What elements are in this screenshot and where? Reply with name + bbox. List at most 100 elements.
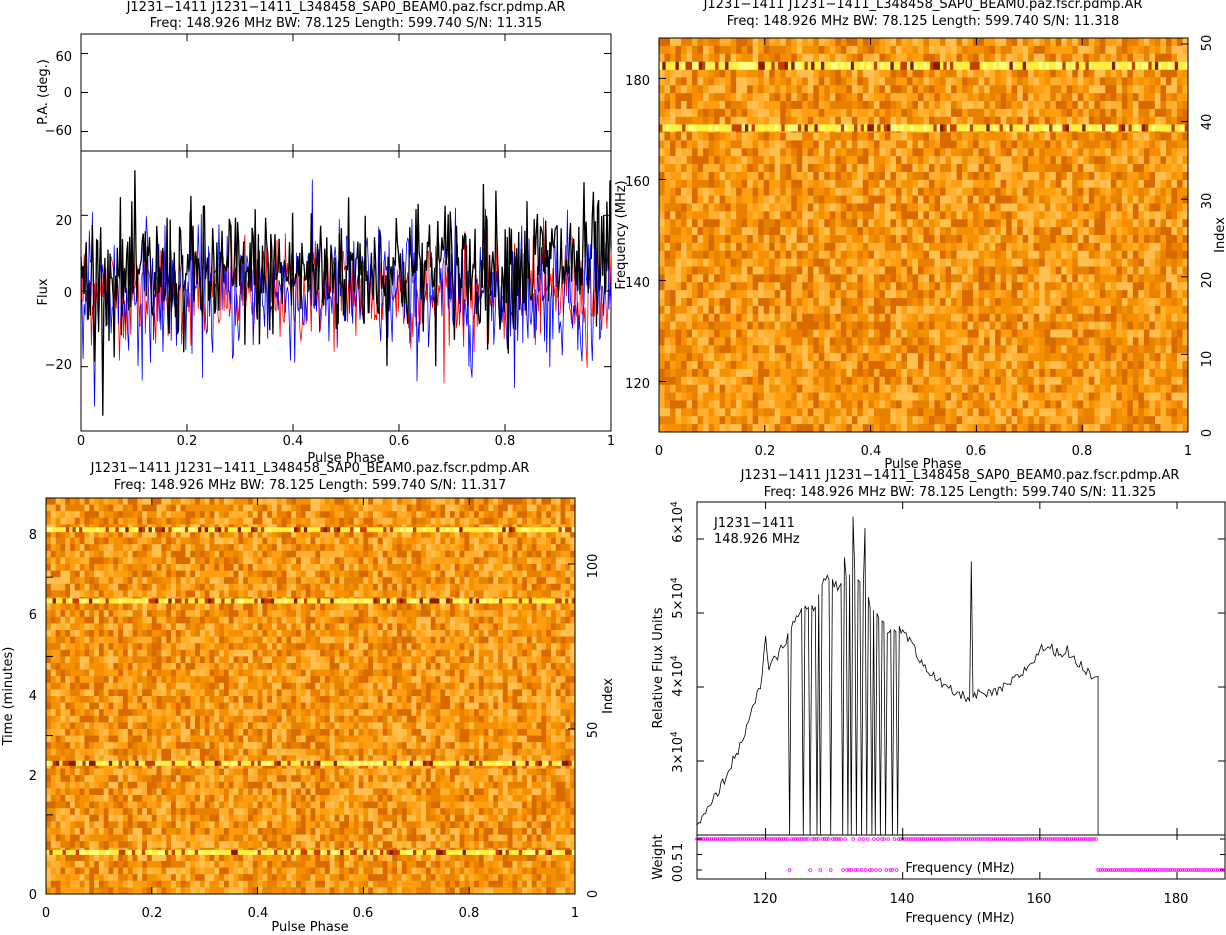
heatmap-cell [835, 101, 842, 110]
heatmap-cell [1149, 101, 1156, 110]
heatmap-cell [934, 38, 941, 47]
heatmap-cell [725, 140, 732, 149]
heatmap-cell [1050, 416, 1057, 425]
heatmap-cell [703, 258, 709, 267]
heatmap-cell [1110, 235, 1117, 244]
heatmap-cell [956, 290, 963, 299]
heatmap-cell [747, 195, 754, 204]
heatmap-cell [686, 108, 693, 118]
heatmap-cell [741, 376, 748, 386]
heatmap-cell [989, 258, 996, 267]
heatmap-cell [741, 53, 748, 63]
heatmap-cell [851, 282, 858, 291]
heatmap-cell [1028, 416, 1035, 425]
heatmap-cell [1094, 132, 1101, 141]
heatmap-cell [1088, 424, 1095, 433]
heatmap-cell [829, 274, 836, 283]
heatmap-cell [1039, 101, 1046, 110]
heatmap-cell [984, 38, 991, 47]
heatmap-cell [967, 227, 974, 236]
heatmap-cell [1050, 250, 1057, 260]
heatmap-cell [730, 376, 737, 386]
heatmap-cell [940, 101, 946, 110]
heatmap-cell [1022, 376, 1029, 386]
heatmap-cell [862, 250, 869, 260]
heatmap-cell [1160, 305, 1167, 315]
heatmap-cell [774, 132, 781, 141]
heatmap-cell [1176, 132, 1183, 141]
heatmap-cell [962, 321, 968, 330]
heatmap-cell [725, 45, 732, 55]
heatmap-cell [1061, 400, 1068, 409]
heatmap-cell [940, 274, 946, 283]
heatmap-cell [1050, 101, 1057, 110]
heatmap-cell [840, 424, 847, 433]
heatmap-cell [1033, 140, 1040, 149]
heatmap-cell [675, 337, 682, 346]
heatmap-cell [984, 353, 991, 362]
heatmap-cell [1160, 203, 1167, 212]
heatmap-cell [664, 290, 671, 299]
heatmap-cell [1083, 424, 1090, 433]
heatmap-cell [895, 345, 902, 354]
heatmap-cell [1099, 282, 1106, 291]
heatmap-cell [725, 227, 732, 236]
heatmap-cell [785, 211, 792, 220]
heatmap-cell [1055, 282, 1062, 291]
heatmap-cell [862, 337, 869, 346]
heatmap-cell [1033, 274, 1040, 283]
heatmap-cell [923, 69, 930, 78]
heatmap-cell [1061, 140, 1068, 149]
heatmap-cell [1011, 361, 1018, 370]
heatmap-cell [901, 321, 908, 330]
heatmap-cell [973, 274, 979, 283]
heatmap-cell [862, 235, 869, 244]
heatmap-cell [813, 361, 820, 370]
heatmap-cell [956, 400, 963, 409]
heatmap-cell [785, 38, 792, 47]
heatmap-cell [769, 219, 776, 228]
heatmap-cell [692, 345, 698, 354]
heatmap-cell [1132, 321, 1139, 330]
heatmap-cell [752, 101, 759, 110]
heatmap-cell [686, 211, 693, 220]
heatmap-cell [664, 132, 671, 141]
heatmap-cell [1099, 171, 1106, 181]
heatmap-cell [1028, 235, 1035, 244]
heatmap-cell [1160, 290, 1167, 299]
heatmap-cell [785, 376, 792, 386]
heatmap-cell [1110, 53, 1117, 63]
heatmap-cell [736, 211, 743, 220]
heatmap-cell [940, 290, 946, 299]
heatmap-cell [807, 45, 814, 55]
heatmap-cell [1105, 227, 1112, 236]
heatmap-cell [813, 250, 820, 260]
heatmap-cell [780, 242, 787, 252]
heatmap-cell [1099, 321, 1106, 330]
heatmap-cell [862, 392, 869, 401]
heatmap-cell [796, 132, 803, 141]
heatmap-bright-channel [1078, 61, 1083, 70]
heatmap-cell [1171, 400, 1178, 409]
heatmap-cell [967, 101, 974, 110]
heatmap-cell [1138, 132, 1145, 141]
heatmap-cell [879, 384, 886, 393]
heatmap-cell [670, 368, 676, 378]
heatmap-cell [714, 242, 721, 252]
heatmap-cell [1105, 266, 1112, 275]
heatmap-cell [780, 400, 787, 409]
heatmap-cell [686, 258, 693, 267]
heatmap-cell [736, 116, 743, 126]
heatmap-bright-channel [811, 61, 815, 70]
heatmap-cell [664, 227, 671, 236]
heatmap-cell [1083, 321, 1090, 330]
heatmap-cell [730, 38, 737, 47]
heatmap-cell [1061, 298, 1068, 307]
heatmap-cell [1099, 392, 1106, 401]
heatmap-cell [857, 101, 864, 110]
heatmap-cell [1132, 376, 1139, 386]
heatmap-cell [1138, 187, 1145, 196]
heatmap-cell [940, 140, 946, 149]
heatmap-cell [758, 368, 765, 378]
heatmap-cell [929, 329, 935, 338]
